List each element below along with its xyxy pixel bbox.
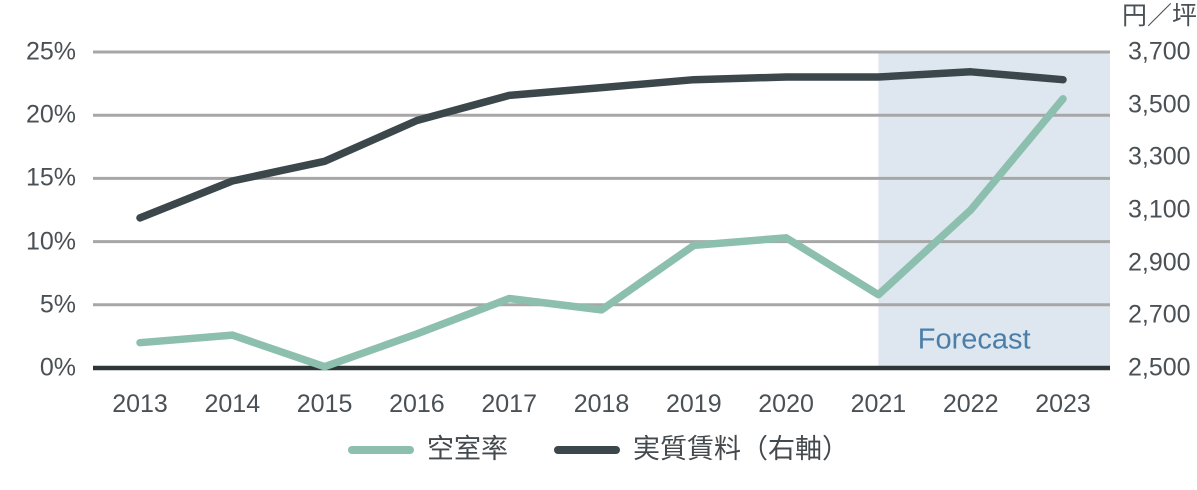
y2-axis-tick-label: 2,900 [1128, 248, 1191, 277]
x-axis-tick-label: 2018 [573, 390, 630, 418]
legend-item-rent: 実質賃料（右軸） [554, 436, 849, 463]
y-axis-tick-label: 15% [25, 163, 76, 192]
x-axis-tick-label: 2015 [296, 390, 353, 418]
x-axis-tick-label: 2014 [204, 390, 261, 418]
y-axis-tick-label: 10% [25, 227, 76, 256]
x-axis-tick-label: 2013 [112, 390, 168, 418]
y-axis-tick-label: 20% [25, 100, 76, 129]
forecast-label: Forecast [917, 323, 1031, 356]
right-axis-title: 円／坪 [1122, 2, 1197, 30]
y2-axis-tick-label: 2,500 [1128, 353, 1191, 382]
chart-canvas [93, 50, 1110, 371]
legend: 空室率 実質賃料（右軸） [0, 436, 1197, 463]
rent-legend-label: 実質賃料（右軸） [633, 434, 849, 464]
x-axis-tick-label: 2016 [389, 390, 445, 418]
y-axis-tick-label: 0% [39, 353, 76, 382]
x-axis-tick-label: 2022 [942, 390, 999, 418]
y-axis-tick-label: 5% [39, 290, 76, 319]
x-axis-tick-label: 2020 [758, 390, 814, 418]
forecast-region [878, 52, 1110, 368]
x-axis-tick-label: 2021 [850, 390, 907, 418]
y2-axis-tick-label: 2,700 [1128, 300, 1191, 329]
y2-axis-tick-label: 3,100 [1128, 195, 1191, 224]
rent-line [136, 68, 1067, 222]
rent-line-swatch [554, 445, 620, 454]
y2-axis-tick-label: 3,700 [1128, 37, 1191, 66]
x-axis-tick-label: 2019 [665, 390, 722, 418]
x-axis-tick-label: 2023 [1035, 390, 1091, 418]
y-axis-tick-label: 25% [25, 37, 76, 66]
vacancy-legend-label: 空室率 [427, 434, 508, 464]
vacancy-line [136, 95, 1067, 371]
x-axis-tick-label: 2017 [481, 390, 537, 418]
legend-item-vacancy: 空室率 [348, 436, 508, 463]
y2-axis-tick-label: 3,300 [1128, 142, 1191, 171]
y2-axis-tick-label: 3,500 [1128, 90, 1191, 119]
vacancy-line-swatch [348, 445, 414, 454]
